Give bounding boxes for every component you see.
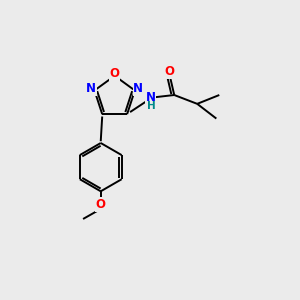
Text: O: O — [96, 198, 106, 211]
Text: O: O — [110, 67, 120, 80]
Text: N: N — [86, 82, 96, 95]
Text: N: N — [134, 82, 143, 95]
Text: N: N — [146, 92, 156, 104]
Text: O: O — [165, 65, 175, 78]
Text: H: H — [147, 101, 156, 111]
